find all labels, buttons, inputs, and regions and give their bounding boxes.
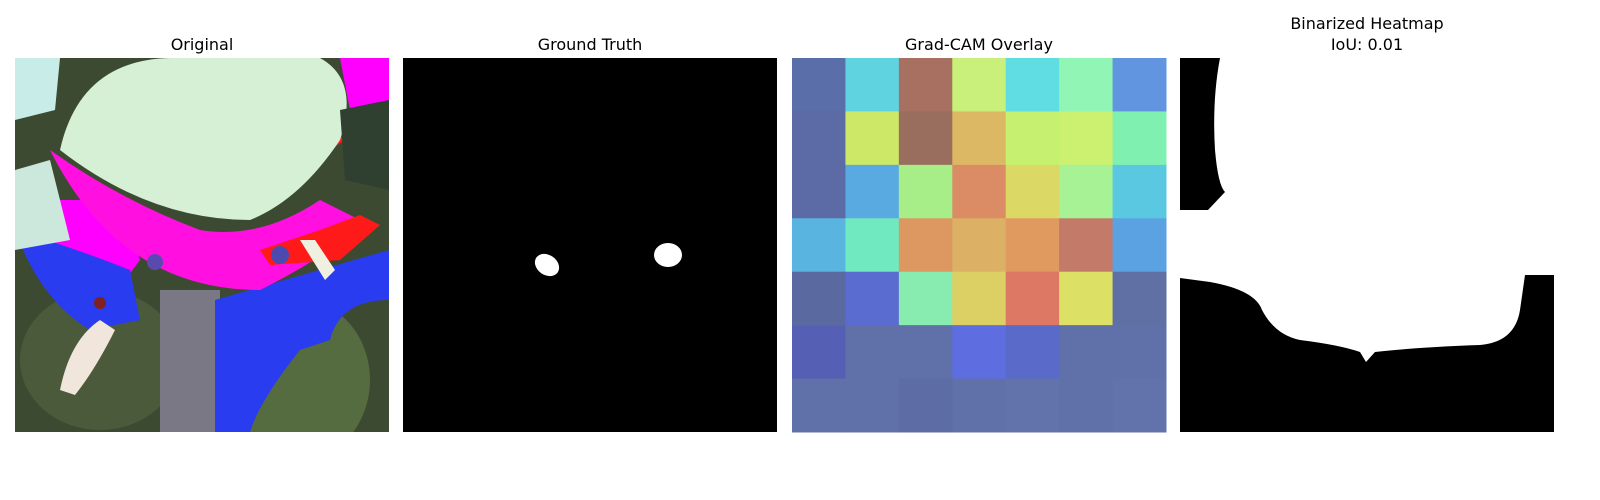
heat-cell: [845, 325, 900, 380]
panel-title: Ground Truth: [538, 35, 643, 54]
heat-cell: [1059, 164, 1114, 219]
heat-cell: [1005, 325, 1060, 380]
heat-cell: [792, 271, 846, 326]
heat-cell: [952, 111, 1007, 166]
heat-cell: [1112, 58, 1167, 112]
panel-title: Original: [171, 35, 234, 54]
heat-cell: [952, 58, 1007, 112]
heat-cell: [1112, 325, 1167, 380]
binarized-heatmap: [1180, 58, 1554, 432]
panel-subtitle: IoU: 0.01: [1331, 35, 1403, 54]
heat-cell: [1059, 111, 1114, 166]
heat-cell: [792, 325, 846, 380]
heat-cell: [1112, 164, 1167, 219]
heat-cell: [1059, 218, 1114, 273]
panel-title: Binarized Heatmap: [1290, 14, 1443, 33]
heat-cell: [845, 58, 900, 112]
heat-cell: [898, 58, 953, 112]
heat-cell: [1112, 271, 1167, 326]
heat-cell: [792, 164, 846, 219]
heat-cell: [898, 164, 953, 219]
heat-cell: [898, 325, 953, 380]
heat-cell: [1112, 218, 1167, 273]
heat-cell: [845, 218, 900, 273]
heat-cell: [1112, 111, 1167, 166]
heat-cell: [1005, 218, 1060, 273]
panel-title: Grad-CAM Overlay: [905, 35, 1053, 54]
heat-cell: [1005, 164, 1060, 219]
heat-cell: [845, 271, 900, 326]
heat-cell: [952, 325, 1007, 380]
heat-cell: [952, 378, 1007, 433]
heat-cell: [952, 271, 1007, 326]
original-image: [15, 58, 389, 432]
heat-cell: [845, 378, 900, 433]
heat-cell: [1059, 271, 1114, 326]
ground-truth-mask: [403, 58, 777, 432]
heat-cell: [898, 111, 953, 166]
heat-cell: [898, 378, 953, 433]
heat-cell: [845, 111, 900, 166]
heat-cell: [792, 378, 846, 433]
heat-cell: [1059, 58, 1114, 112]
heat-cell: [1005, 378, 1060, 433]
heat-cell: [952, 164, 1007, 219]
heat-cell: [1005, 58, 1060, 112]
gradcam-overlay: [792, 58, 1167, 433]
heat-cell: [898, 271, 953, 326]
heat-cell: [898, 218, 953, 273]
heat-cell: [1059, 378, 1114, 433]
heat-cell: [952, 218, 1007, 273]
heat-cell: [792, 218, 846, 273]
heat-cell: [792, 111, 846, 166]
heat-cell: [1005, 271, 1060, 326]
heat-cell: [1112, 378, 1167, 433]
heat-cell: [1005, 111, 1060, 166]
heat-cell: [1059, 325, 1114, 380]
heat-cell: [792, 58, 846, 112]
heat-cell: [845, 164, 900, 219]
